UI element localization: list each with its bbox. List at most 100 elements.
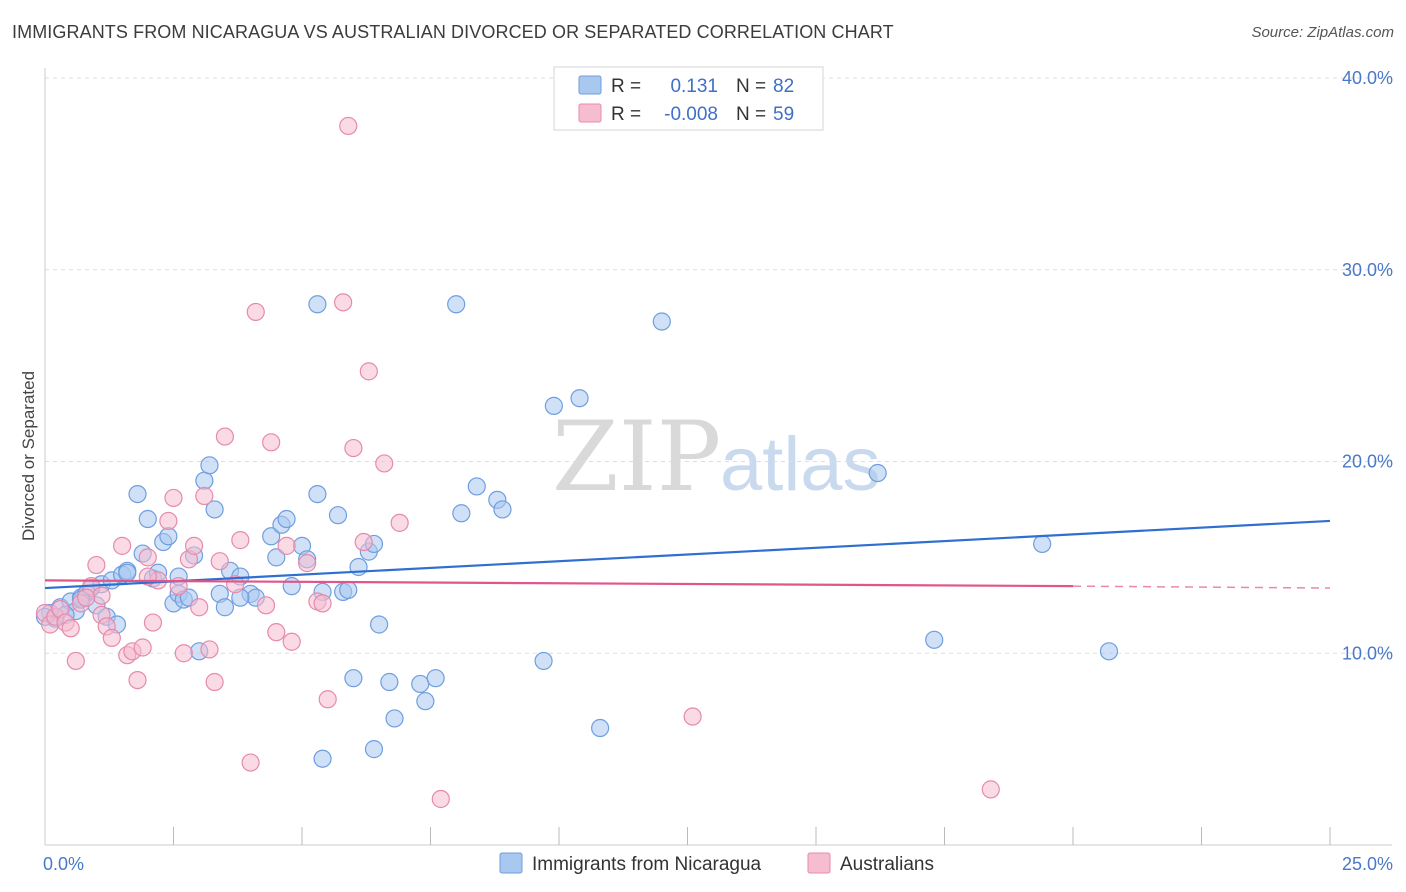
x-tick-label: 25.0% xyxy=(1342,854,1393,874)
point-australians xyxy=(298,554,317,573)
point-nicaragua xyxy=(215,598,234,617)
point-nicaragua xyxy=(339,580,358,600)
y-tick-label: 20.0% xyxy=(1342,452,1393,472)
point-australians xyxy=(256,596,276,615)
point-australians xyxy=(138,548,157,567)
point-australians xyxy=(133,638,152,657)
point-australians xyxy=(282,632,301,651)
y-axis-label: Divorced or Separated xyxy=(19,371,38,541)
point-australians xyxy=(190,598,209,617)
point-nicaragua xyxy=(370,615,389,634)
point-australians xyxy=(195,486,214,506)
point-australians xyxy=(77,588,96,607)
trend-line-australians xyxy=(44,579,1074,588)
watermark: ZIP atlas xyxy=(552,401,881,513)
point-australians xyxy=(359,362,378,381)
point-nicaragua xyxy=(159,527,178,546)
point-australians xyxy=(210,552,229,571)
series-legend-swatch-nicaragua xyxy=(499,852,523,874)
point-nicaragua xyxy=(385,709,404,728)
point-australians xyxy=(226,575,245,594)
point-nicaragua xyxy=(447,295,466,314)
source-credit: Source: ZipAtlas.com xyxy=(1251,24,1394,41)
point-nicaragua xyxy=(534,651,553,671)
correlation-legend: R = 0.131 N = 82 R = -0.008 N = 59 xyxy=(553,66,824,131)
point-australians xyxy=(354,532,373,552)
point-australians xyxy=(267,623,286,642)
legend-r-label-australians: R = xyxy=(611,104,641,125)
watermark-atlas: atlas xyxy=(720,422,881,507)
point-australians xyxy=(313,594,332,613)
point-nicaragua xyxy=(1099,642,1119,661)
legend-n-label-australians: N = xyxy=(736,104,766,125)
legend-n-value-nicaragua: 82 xyxy=(773,76,794,97)
x-tick-label: 0.0% xyxy=(43,854,84,874)
point-australians xyxy=(344,438,363,458)
y-tick-label: 10.0% xyxy=(1342,643,1393,663)
point-australians xyxy=(112,536,132,555)
point-nicaragua xyxy=(426,669,445,688)
point-nicaragua xyxy=(416,692,435,711)
point-australians xyxy=(231,531,250,550)
point-nicaragua xyxy=(925,630,944,649)
legend-swatch-nicaragua xyxy=(578,75,602,95)
point-australians xyxy=(981,780,1000,799)
point-nicaragua xyxy=(380,672,399,692)
point-nicaragua xyxy=(452,504,471,523)
point-australians xyxy=(164,488,183,508)
point-australians xyxy=(683,707,702,726)
point-australians xyxy=(431,789,450,809)
series-legend: Immigrants from Nicaragua Australians xyxy=(499,852,934,875)
point-australians xyxy=(102,628,121,648)
legend-r-label-nicaragua: R = xyxy=(611,76,641,97)
point-nicaragua xyxy=(493,500,512,519)
point-australians xyxy=(334,293,353,312)
point-australians xyxy=(262,433,281,452)
watermark-zip: ZIP xyxy=(552,401,721,513)
point-nicaragua xyxy=(411,674,430,694)
legend-r-value-australians: -0.008 xyxy=(664,104,718,125)
point-australians xyxy=(66,651,85,671)
point-nicaragua xyxy=(344,669,363,688)
point-nicaragua xyxy=(570,389,589,408)
point-australians xyxy=(215,427,234,446)
point-nicaragua xyxy=(328,506,348,525)
point-australians xyxy=(246,302,265,322)
point-nicaragua xyxy=(128,484,147,504)
point-nicaragua xyxy=(544,396,563,415)
point-australians xyxy=(375,454,394,473)
point-australians xyxy=(92,586,111,605)
point-australians xyxy=(184,536,204,555)
point-australians xyxy=(159,511,178,531)
point-nicaragua xyxy=(262,527,281,546)
point-nicaragua xyxy=(277,509,296,529)
point-nicaragua xyxy=(308,484,327,504)
tick-labels: 10.0% 20.0% 30.0% 40.0% 0.0% 25.0% xyxy=(43,68,1393,874)
y-tick-label: 40.0% xyxy=(1342,68,1393,88)
point-nicaragua xyxy=(591,718,610,738)
point-nicaragua xyxy=(467,477,486,496)
legend-n-label-nicaragua: N = xyxy=(736,76,766,97)
legend-n-value-australians: 59 xyxy=(773,104,794,125)
point-nicaragua xyxy=(652,312,671,331)
point-nicaragua xyxy=(282,577,301,596)
point-australians xyxy=(61,619,80,638)
point-nicaragua xyxy=(205,500,224,519)
y-tick-label: 30.0% xyxy=(1342,260,1393,280)
trend-lines xyxy=(44,519,1331,590)
chart-title: IMMIGRANTS FROM NICARAGUA VS AUSTRALIAN … xyxy=(12,22,894,42)
point-nicaragua xyxy=(200,456,219,475)
point-australians xyxy=(390,513,409,532)
point-australians xyxy=(339,116,358,136)
point-australians xyxy=(87,555,106,575)
series-legend-swatch-australians xyxy=(807,852,831,874)
point-nicaragua xyxy=(118,563,137,582)
series-legend-label-australians: Australians xyxy=(840,854,934,875)
trend-line-australians-extension xyxy=(1072,585,1331,589)
point-australians xyxy=(200,640,219,659)
point-nicaragua xyxy=(364,740,384,759)
point-australians xyxy=(205,672,224,692)
gridlines xyxy=(45,77,1392,654)
point-nicaragua xyxy=(138,509,157,529)
